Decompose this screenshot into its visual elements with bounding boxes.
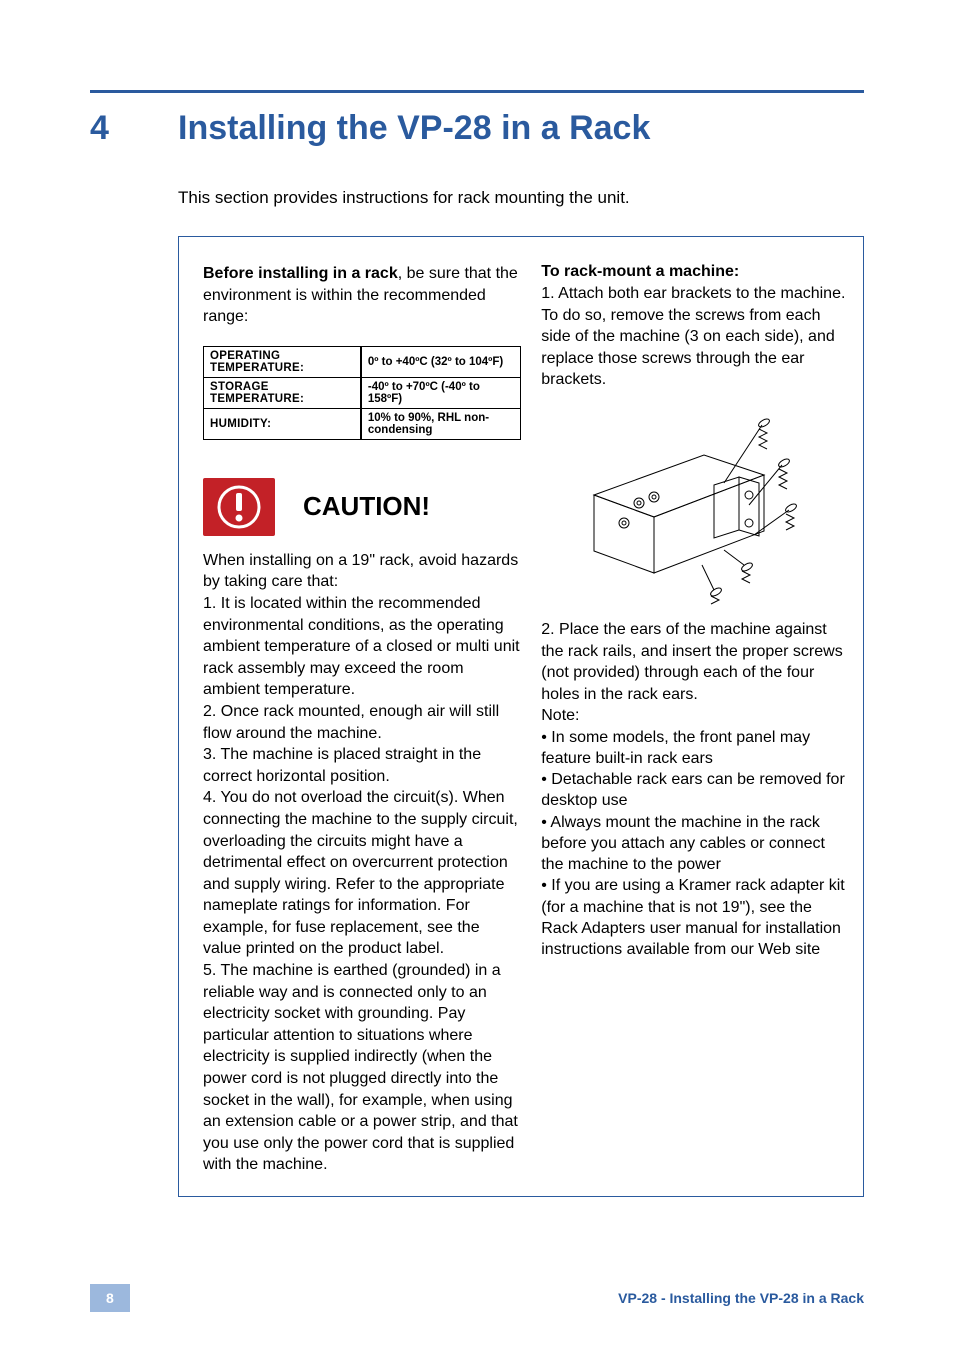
note-bullet: • Always mount the machine in the rack b…	[541, 812, 847, 876]
caution-label: CAUTION!	[303, 491, 430, 522]
notes: Note: • In some models, the front panel …	[541, 705, 847, 960]
note-bullet: • If you are using a Kramer rack adapter…	[541, 875, 847, 960]
before-install-text: Before installing in a rack, be sure tha…	[203, 263, 521, 328]
heading-row: 4 Installing the VP-28 in a Rack	[90, 109, 864, 148]
warning-icon	[203, 478, 275, 536]
note-bullet: • In some models, the front panel may fe…	[541, 727, 847, 770]
table-row: HUMIDITY: 10% to 90%, RHL non-condensing	[204, 408, 521, 439]
env-label: STORAGE TEMPERATURE:	[204, 377, 361, 408]
rackmount-heading: To rack-mount a machine:	[541, 263, 847, 281]
page-number-badge: 8	[90, 1284, 130, 1312]
section-number: 4	[90, 109, 178, 148]
note-label: Note:	[541, 705, 847, 726]
left-column: Before installing in a rack, be sure tha…	[203, 263, 521, 1176]
table-row: STORAGE TEMPERATURE: -40º to +70ºC (-40º…	[204, 377, 521, 408]
before-bold: Before installing in a rack	[203, 265, 398, 282]
bracket-diagram	[584, 405, 804, 605]
env-value: -40º to +70ºC (-40º to 158ºF)	[361, 377, 521, 408]
rackmount-step2: 2. Place the ears of the machine against…	[541, 619, 847, 705]
caution-para: 5. The machine is earthed (grounded) in …	[203, 960, 521, 1176]
caution-para: 1. It is located within the recommended …	[203, 593, 521, 701]
caution-header: CAUTION!	[203, 478, 521, 536]
caution-para: 3. The machine is placed straight in the…	[203, 744, 521, 787]
env-value: 10% to 90%, RHL non-condensing	[361, 408, 521, 439]
footer: 8 VP-28 - Installing the VP-28 in a Rack	[90, 1284, 864, 1312]
info-box: Before installing in a rack, be sure tha…	[178, 236, 864, 1197]
note-bullet: • Detachable rack ears can be removed fo…	[541, 769, 847, 812]
section-title: Installing the VP-28 in a Rack	[178, 109, 650, 148]
caution-para: 2. Once rack mounted, enough air will st…	[203, 701, 521, 744]
caution-para: 4. You do not overload the circuit(s). W…	[203, 787, 521, 960]
env-value: 0º to +40ºC (32º to 104ºF)	[361, 346, 521, 377]
right-column: To rack-mount a machine: 1. Attach both …	[541, 263, 847, 1176]
environment-table: OPERATING TEMPERATURE: 0º to +40ºC (32º …	[203, 346, 521, 440]
rackmount-step1: 1. Attach both ear brackets to the machi…	[541, 283, 847, 391]
footer-title: VP-28 - Installing the VP-28 in a Rack	[618, 1290, 864, 1306]
env-label: OPERATING TEMPERATURE:	[204, 346, 361, 377]
top-rule	[90, 90, 864, 93]
env-label: HUMIDITY:	[204, 408, 361, 439]
intro-text: This section provides instructions for r…	[178, 188, 864, 208]
table-row: OPERATING TEMPERATURE: 0º to +40ºC (32º …	[204, 346, 521, 377]
caution-text: When installing on a 19" rack, avoid haz…	[203, 550, 521, 1176]
caution-para: When installing on a 19" rack, avoid haz…	[203, 550, 521, 593]
